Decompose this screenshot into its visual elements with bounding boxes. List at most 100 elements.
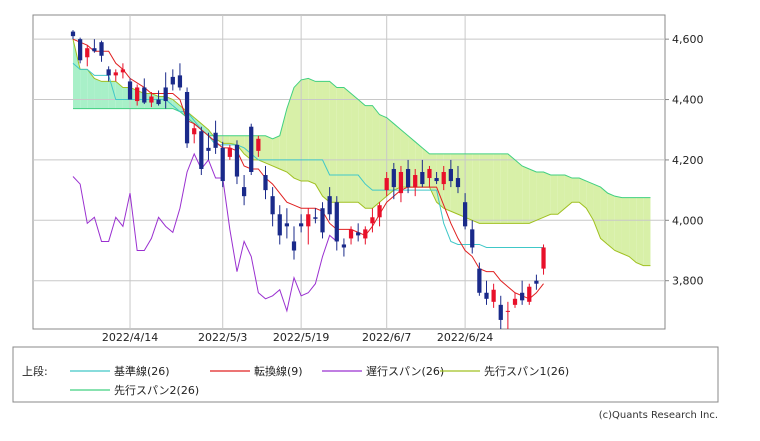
candle-body <box>477 268 482 293</box>
legend-box <box>12 346 719 403</box>
cloud-segment <box>515 159 523 224</box>
cloud-segment <box>265 135 273 166</box>
cloud-segment <box>229 135 237 145</box>
cloud-segment <box>593 184 601 239</box>
cloud-segment <box>564 175 573 209</box>
legend-label: 基準線(26) <box>114 364 170 378</box>
candle-body <box>284 223 289 227</box>
candle-body <box>156 99 161 105</box>
candle-body <box>541 247 546 269</box>
y-tick-label: 4,000 <box>672 214 704 227</box>
cloud-segment <box>286 87 295 179</box>
cloud-segment <box>600 187 608 245</box>
candle-body <box>413 175 418 188</box>
candle-body <box>113 72 118 76</box>
candle-body <box>291 241 297 251</box>
candle-body <box>327 196 332 215</box>
candle-body <box>505 310 511 312</box>
cloud-segment <box>457 153 466 218</box>
candle-body <box>484 292 489 299</box>
candle-body <box>448 168 453 182</box>
candle-body <box>120 69 126 73</box>
candle-body <box>213 132 218 148</box>
cloud-segment <box>272 135 280 169</box>
candle-body <box>306 214 311 227</box>
cloud-segment <box>443 153 451 212</box>
cloud-segment <box>507 153 516 224</box>
cloud-segment <box>236 135 245 154</box>
candle-body <box>384 178 389 191</box>
candle-body <box>241 187 247 197</box>
cloud-segment <box>80 69 88 109</box>
candle-body <box>341 244 347 248</box>
candle-body <box>192 128 197 135</box>
chikou-line <box>72 152 338 313</box>
candle-body <box>78 39 83 61</box>
cloud-segment <box>372 105 380 209</box>
candle-body <box>277 214 282 236</box>
legend: 上段: 基準線(26) 転換線(9) 遅行スパン(26) 先行スパン1(26) 先行スパン… <box>12 346 719 403</box>
candle-body <box>135 87 140 102</box>
cloud-segment <box>500 153 508 224</box>
y-tick-label: 4,200 <box>672 154 704 167</box>
x-axis-ticks: 2022/4/14 2022/5/3 2022/5/19 2022/6/7 2022/6… <box>102 331 493 344</box>
candle-body <box>149 96 154 103</box>
legend-prefix: 上段: <box>22 364 48 378</box>
cloud-segment <box>336 87 344 203</box>
cloud-segment <box>87 69 95 109</box>
cloud-segment <box>222 135 230 144</box>
cloud-segment <box>201 123 209 136</box>
candle-body <box>491 289 496 302</box>
candle-body <box>420 172 425 185</box>
y-axis-ticks: 4,600 4,400 4,200 4,000 3,800 <box>665 33 704 288</box>
cloud-segment <box>73 39 81 109</box>
copyright-credit: (c)Quants Research Inc. <box>599 410 718 421</box>
x-tick-label: 2022/5/19 <box>273 331 329 344</box>
candle-body <box>470 229 475 248</box>
candle-body <box>99 42 104 56</box>
cloud-segment <box>358 99 366 209</box>
cloud-segment <box>279 108 287 172</box>
x-tick-label: 2022/6/7 <box>362 331 411 344</box>
candle-body <box>249 126 254 172</box>
candle-body <box>199 131 204 169</box>
candle-body <box>534 280 539 284</box>
cloud-segment <box>607 193 615 251</box>
y-tick-label: 3,800 <box>672 275 704 288</box>
candle-body <box>92 48 97 52</box>
cloud-segment <box>329 81 337 203</box>
cloud-segment <box>308 78 316 185</box>
candle-body <box>163 87 168 102</box>
cloud-segment <box>621 197 630 257</box>
cloud-segment <box>614 196 622 254</box>
cloud-segment <box>572 178 580 203</box>
candle-body <box>313 217 318 219</box>
y-tick-label: 4,400 <box>672 94 704 107</box>
candle-body <box>85 48 90 58</box>
candle-body <box>184 91 190 144</box>
cloud-segment <box>543 172 551 218</box>
candle-body <box>334 202 339 242</box>
candle-body <box>70 31 76 37</box>
cloud-segment <box>557 175 565 215</box>
candle-body <box>370 217 375 224</box>
senkou-span1-line <box>72 39 651 267</box>
candle-body <box>527 286 532 302</box>
candle-body <box>356 232 361 236</box>
candle-body <box>220 147 225 182</box>
cloud-segment <box>108 81 116 109</box>
candle-body <box>427 168 432 179</box>
cloud-segment <box>536 172 544 221</box>
cloud-segment <box>493 153 501 224</box>
candle-body <box>348 229 354 239</box>
candle-body <box>462 202 468 227</box>
candle-body <box>206 147 211 151</box>
candle-body <box>227 147 232 157</box>
cloud-segment <box>294 79 302 182</box>
cloud-segment <box>629 197 637 263</box>
candle-body <box>320 208 325 233</box>
x-tick-label: 2022/6/24 <box>437 331 493 344</box>
candle-body <box>170 76 175 85</box>
candle-body <box>498 304 503 320</box>
